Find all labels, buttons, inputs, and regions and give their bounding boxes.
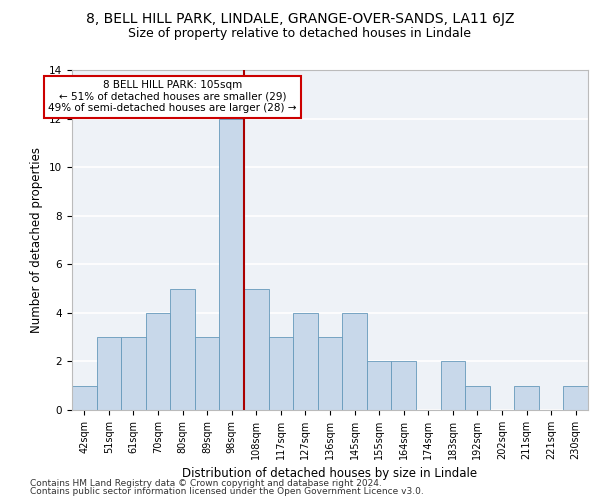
Text: Contains HM Land Registry data © Crown copyright and database right 2024.: Contains HM Land Registry data © Crown c… [30,478,382,488]
Bar [72,386,97,410]
Y-axis label: Number of detached properties: Number of detached properties [31,147,43,333]
Text: Contains public sector information licensed under the Open Government Licence v3: Contains public sector information licen… [30,487,424,496]
Bar [342,313,367,410]
Bar [269,337,293,410]
Bar [514,386,539,410]
Bar [146,313,170,410]
Bar [220,118,244,410]
Bar [563,386,588,410]
Bar [367,362,391,410]
Bar [465,386,490,410]
Text: Size of property relative to detached houses in Lindale: Size of property relative to detached ho… [128,28,472,40]
Bar [170,288,195,410]
Bar [97,337,121,410]
X-axis label: Distribution of detached houses by size in Lindale: Distribution of detached houses by size … [182,468,478,480]
Text: 8 BELL HILL PARK: 105sqm
← 51% of detached houses are smaller (29)
49% of semi-d: 8 BELL HILL PARK: 105sqm ← 51% of detach… [49,80,297,114]
Bar [195,337,220,410]
Bar [293,313,318,410]
Bar [121,337,146,410]
Bar [440,362,465,410]
Text: 8, BELL HILL PARK, LINDALE, GRANGE-OVER-SANDS, LA11 6JZ: 8, BELL HILL PARK, LINDALE, GRANGE-OVER-… [86,12,514,26]
Bar [318,337,342,410]
Bar [391,362,416,410]
Bar [244,288,269,410]
